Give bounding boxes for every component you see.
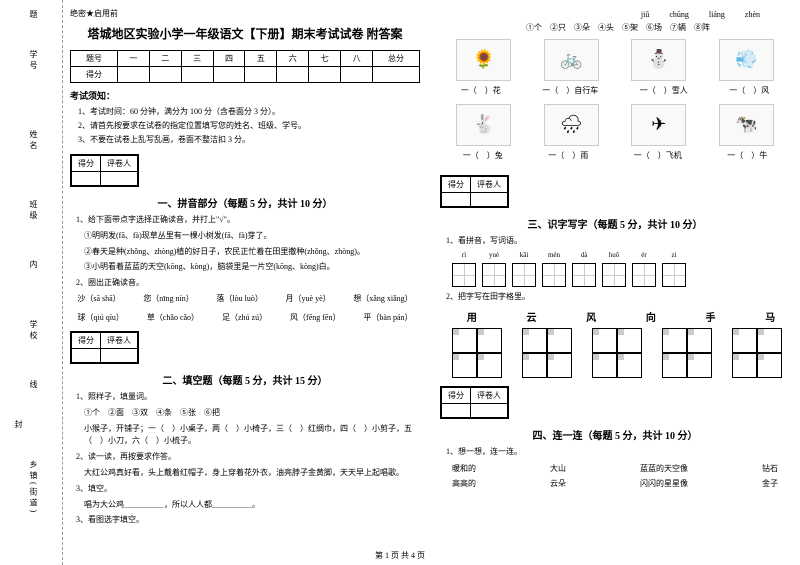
side-label: 姓名 (28, 130, 39, 152)
question-item: ②春天是种(zhǒng、zhòng)植的好日子，农民正忙着在田里撒种(zhǒng… (84, 246, 420, 259)
cow-icon: 🐄 (719, 104, 774, 146)
image-row: 🌻 🚲 ⛄ 💨 (440, 39, 790, 81)
char-box[interactable] (512, 263, 536, 287)
question-text: 1、给下面带点字选择正确读音，并打上"√"。 (76, 214, 420, 227)
question-text: 1、照样子，填量词。 (76, 391, 420, 404)
pinyin-labels: jiǔ chūng liáng zhèn (440, 10, 760, 19)
char-box[interactable] (572, 263, 596, 287)
side-label: 线 (28, 380, 39, 391)
char-box[interactable] (662, 263, 686, 287)
plane-icon: ✈ (631, 104, 686, 146)
question-item: ③小明看着蓝蓝的天空(kōng、kòng)，脑袋里是一片空(kōng、kòng)… (84, 261, 420, 274)
char-grid-row (452, 263, 790, 287)
char-box[interactable] (632, 263, 656, 287)
question-item: ①明明发(fā、fà)现草丛里有一棵小树发(fā、fà)芽了。 (84, 230, 420, 243)
side-label: 班级 (28, 200, 39, 222)
char-header: 用 云 风 向 手 马 (452, 309, 790, 324)
score-table: 题号 一 二 三 四 五 六 七 八 总分 得分 (70, 50, 420, 83)
section-2-title: 二、填空题（每题 5 分，共计 15 分） (70, 372, 420, 387)
page-footer: 第 1 页 共 4 页 (0, 550, 800, 561)
grader-box: 得分评卷人 (440, 386, 509, 419)
left-column: 绝密★启用前 塔城地区实验小学一年级语文【下册】期末考试试卷 附答案 题号 一 … (70, 8, 420, 553)
question-line: 小猴子，开铺子；一（ ）小桌子，两（ ）小椅子，三（ ）红绸巾，四（ ）小剪子，… (84, 423, 420, 449)
fill-row: 一（ ）花 一（ ）自行车 一（ ）雪人 一（ ）风 (440, 85, 790, 96)
match-row: 暖和的 大山 蓝蓝的天空像 钻石 (452, 463, 778, 474)
side-label: 题 (28, 10, 39, 21)
pinyin-row: 球（qiú qíu） 草（chǎo cǎo） 足（zhú zú） 风（fēng … (70, 312, 420, 323)
right-column: jiǔ chūng liáng zhèn ①个 ②只 ③朵 ④头 ⑤架 ⑥场 ⑦… (440, 8, 790, 553)
practice-grid (662, 328, 712, 378)
char-box[interactable] (482, 263, 506, 287)
practice-grid (592, 328, 642, 378)
question-text: 2、圈出正确读音。 (76, 277, 420, 290)
image-row: 🐇 🌧 ✈ 🐄 (440, 104, 790, 146)
question-line: 唱为大公鸡＿＿＿＿＿，所以人人都＿＿＿＿＿。 (84, 499, 420, 512)
char-box[interactable] (602, 263, 626, 287)
question-options: ①个 ②面 ③双 ④条 ⑤张 ⑥把 (84, 407, 420, 420)
practice-grid (452, 328, 502, 378)
grader-box: 得分评卷人 (440, 175, 509, 208)
char-box[interactable] (452, 263, 476, 287)
char-box[interactable] (542, 263, 566, 287)
snowman-icon: ⛄ (631, 39, 686, 81)
note-item: 3、不要在试卷上乱写乱画，卷面不整洁扣 3 分。 (78, 134, 420, 146)
question-text: 3、看图选字填空。 (76, 514, 420, 527)
flower-icon: 🌻 (456, 39, 511, 81)
measure-options: ①个 ②只 ③朵 ④头 ⑤架 ⑥场 ⑦辆 ⑧阵 (446, 22, 790, 35)
bicycle-icon: 🚲 (544, 39, 599, 81)
page-content: 绝密★启用前 塔城地区实验小学一年级语文【下册】期末考试试卷 附答案 题号 一 … (70, 8, 790, 553)
notes-title: 考试须知： (70, 89, 420, 102)
pinyin-label-row: rì yuè kāi mén dà huǒ ér zi (452, 251, 790, 259)
note-item: 1、考试时间：60 分钟，满分为 100 分（含卷面分 3 分）。 (78, 106, 420, 118)
section-3-title: 三、识字写字（每题 5 分，共计 10 分） (440, 216, 790, 231)
binding-sidebar: 题 学号 姓名 班级 内 学校 线 乡镇(街道) 封 (8, 0, 63, 565)
pinyin-row: 沙（sā shā） 您（nīng nín） 落（lòu luò） 月（yuè y… (70, 293, 420, 304)
secret-label: 绝密★启用前 (70, 8, 420, 19)
section-1-title: 一、拼音部分（每题 5 分，共计 10 分） (70, 195, 420, 210)
side-label: 学校 (28, 320, 39, 342)
side-label: 内 (28, 260, 39, 271)
grader-box: 得分评卷人 (70, 331, 139, 364)
match-row: 高高的 云朵 闪闪的星星像 金子 (452, 478, 778, 489)
question-line: 大红公鸡真好看，头上戴着红帽子，身上穿着花外衣，油亮脖子金黄脚，天天早上起唱歌。 (84, 467, 420, 480)
practice-grid (732, 328, 782, 378)
practice-grid-row (452, 328, 790, 378)
side-label: 乡镇(街道) (28, 460, 39, 515)
section-4-title: 四、连一连（每题 5 分，共计 10 分） (440, 427, 790, 442)
question-text: 3、填空。 (76, 483, 420, 496)
question-text: 2、把字写在田字格里。 (446, 291, 790, 304)
side-label: 封 (13, 420, 24, 431)
side-label: 学号 (28, 50, 39, 72)
wind-icon: 💨 (719, 39, 774, 81)
exam-title: 塔城地区实验小学一年级语文【下册】期末考试试卷 附答案 (70, 25, 420, 42)
question-text: 2、读一读，再按要求作答。 (76, 451, 420, 464)
question-text: 1、想一想，连一连。 (446, 446, 790, 459)
table-row: 得分 (71, 67, 420, 83)
rabbit-icon: 🐇 (456, 104, 511, 146)
note-item: 2、请首先按要求在试卷的指定位置填写您的姓名、班级、学号。 (78, 120, 420, 132)
question-text: 1、看拼音，写词语。 (446, 235, 790, 248)
fill-row: 一（ ）兔 一（ ）雨 一（ ）飞机 一（ ）牛 (440, 150, 790, 161)
practice-grid (522, 328, 572, 378)
rain-icon: 🌧 (544, 104, 599, 146)
table-row: 题号 一 二 三 四 五 六 七 八 总分 (71, 51, 420, 67)
grader-box: 得分评卷人 (70, 154, 139, 187)
